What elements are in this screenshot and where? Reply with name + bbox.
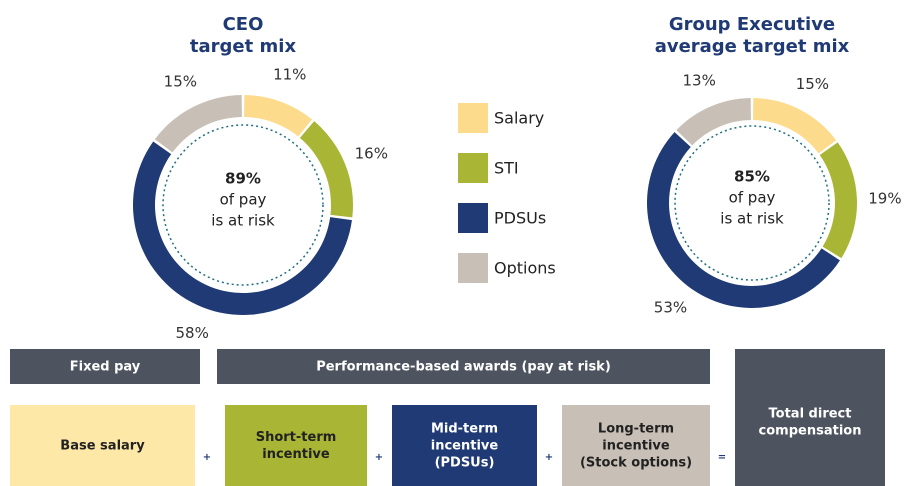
legend-swatch bbox=[458, 203, 488, 233]
component-label: Base salary bbox=[60, 439, 145, 454]
center-text: is at risk bbox=[211, 212, 275, 230]
center-text: 85% bbox=[734, 168, 770, 186]
header-box bbox=[10, 349, 200, 384]
value-label: 13% bbox=[683, 71, 716, 89]
donut-segment bbox=[154, 95, 242, 153]
component-label: Long-term bbox=[598, 422, 674, 437]
legend-swatch bbox=[458, 253, 488, 283]
legend-swatch bbox=[458, 153, 488, 183]
dotted-ring bbox=[162, 124, 324, 286]
value-label: 16% bbox=[355, 145, 388, 163]
operator: + bbox=[375, 452, 383, 463]
header-label: Fixed pay bbox=[70, 360, 141, 375]
center-text: of pay bbox=[729, 189, 776, 207]
legend-label: Options bbox=[494, 259, 556, 278]
value-label: 11% bbox=[273, 66, 306, 84]
component-label: incentive bbox=[602, 439, 670, 454]
chart-title: average target mix bbox=[655, 36, 850, 57]
component-label: incentive bbox=[431, 439, 499, 454]
value-label: 15% bbox=[796, 75, 829, 93]
component-label: Short-term bbox=[256, 430, 337, 445]
component-label: incentive bbox=[262, 447, 330, 462]
legend-label: Salary bbox=[494, 109, 544, 128]
donut-segment bbox=[647, 132, 840, 308]
dotted-ring bbox=[674, 125, 830, 281]
donut-segment bbox=[299, 121, 353, 218]
component-box bbox=[225, 405, 367, 486]
donut-segment bbox=[244, 95, 313, 137]
value-label: 15% bbox=[164, 73, 197, 91]
donut-segment bbox=[819, 142, 857, 259]
center-text: of pay bbox=[220, 191, 267, 209]
total-label: compensation bbox=[759, 424, 862, 439]
value-label: 53% bbox=[654, 299, 687, 317]
chart-title: target mix bbox=[190, 36, 297, 57]
operator: = bbox=[718, 452, 726, 463]
total-box bbox=[735, 349, 885, 486]
legend-label: PDSUs bbox=[494, 209, 546, 228]
total-label: Total direct bbox=[769, 407, 852, 422]
chart-title: CEO bbox=[223, 14, 264, 35]
component-box bbox=[10, 405, 195, 486]
donut-segment bbox=[676, 98, 751, 146]
operator: + bbox=[545, 452, 553, 463]
header-label: Performance-based awards (pay at risk) bbox=[316, 360, 611, 375]
component-label: (Stock options) bbox=[580, 456, 692, 471]
header-box bbox=[217, 349, 710, 384]
value-label: 58% bbox=[176, 324, 209, 342]
chart-title: Group Executive bbox=[669, 14, 835, 35]
center-text: 89% bbox=[225, 170, 261, 188]
donut-segment bbox=[753, 98, 837, 154]
component-box bbox=[562, 405, 710, 486]
donut-segment bbox=[132, 141, 352, 316]
legend-swatch bbox=[458, 103, 488, 133]
legend-label: STI bbox=[494, 159, 519, 178]
value-label: 19% bbox=[868, 189, 901, 207]
center-text: is at risk bbox=[720, 210, 784, 228]
component-label: Mid-term bbox=[431, 422, 498, 437]
component-box bbox=[392, 405, 537, 486]
component-label: (PDSUs) bbox=[435, 456, 495, 471]
operator: + bbox=[203, 452, 211, 463]
